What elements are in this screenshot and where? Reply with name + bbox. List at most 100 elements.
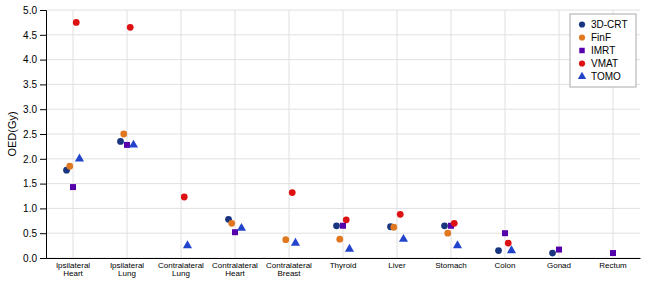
x-tick: ContralateralLung — [158, 258, 204, 278]
y-tick: 0.5 — [23, 228, 46, 239]
x-tick-label-line: Thyroid — [330, 261, 357, 270]
x-tick-label-line: Heart — [63, 269, 83, 278]
series — [70, 142, 616, 256]
y-tick-mark — [40, 35, 46, 36]
series — [73, 19, 512, 246]
x-grid-line — [397, 10, 398, 258]
x-tick-label: Stomach — [435, 261, 467, 270]
y-tick: 5.0 — [23, 5, 46, 16]
x-tick-label-line: Ipsilateral — [56, 261, 90, 270]
point — [390, 224, 397, 231]
legend-symbol — [579, 48, 584, 53]
x-tick: Gonad — [547, 258, 571, 270]
point — [451, 220, 458, 227]
y-axis-title: OED(Gy) — [6, 111, 18, 156]
legend-label: VMAT — [591, 58, 618, 69]
y-tick-label: 2.0 — [23, 154, 37, 165]
legend-item: 3D-CRT — [579, 19, 628, 30]
point — [66, 163, 73, 170]
grid — [46, 10, 640, 258]
y-tick: 1.5 — [23, 178, 46, 189]
x-tick-label: Rectum — [599, 261, 627, 270]
y-tick-mark — [40, 60, 46, 61]
x-tick-label-line: Contralateral — [158, 261, 204, 270]
y-axis: 0.00.51.01.52.02.53.03.54.04.55.0 — [23, 5, 46, 264]
y-tick-mark — [40, 258, 46, 259]
legend-label: FinF — [591, 32, 611, 43]
point — [397, 211, 404, 218]
x-grid-line — [289, 10, 290, 258]
legend-item: FinF — [579, 32, 611, 43]
x-tick-label-line: Gonad — [547, 261, 571, 270]
y-tick-mark — [40, 84, 46, 85]
points — [63, 19, 616, 256]
y-tick-label: 4.0 — [23, 54, 37, 65]
x-tick-label: IpsilateralHeart — [56, 261, 90, 279]
point — [124, 142, 130, 148]
y-tick: 3.0 — [23, 104, 46, 115]
x-tick-label-line: Contralateral — [266, 261, 312, 270]
point — [291, 238, 300, 246]
point — [336, 236, 343, 243]
x-tick-label-line: Lung — [118, 269, 136, 278]
point — [610, 250, 616, 256]
legend-symbol — [579, 34, 585, 40]
point — [502, 230, 508, 236]
point — [556, 247, 562, 253]
x-grid-line — [235, 10, 236, 258]
point — [181, 194, 188, 201]
y-tick-mark — [40, 208, 46, 209]
y-tick: 1.0 — [23, 203, 46, 214]
point — [399, 234, 408, 242]
y-axis-line — [40, 11, 47, 259]
legend-symbol — [579, 21, 585, 27]
y-tick-label: 2.5 — [23, 129, 37, 140]
point — [340, 223, 346, 229]
x-grid-line — [181, 10, 182, 258]
y-tick: 2.5 — [23, 129, 46, 140]
point — [73, 19, 80, 26]
point — [70, 184, 76, 190]
y-tick-mark — [40, 10, 46, 11]
x-tick-label: Thyroid — [330, 261, 357, 270]
x-tick: ContralateralHeart — [212, 258, 258, 278]
point — [289, 189, 296, 196]
point — [343, 216, 350, 223]
x-tick-label-line: Rectum — [599, 261, 627, 270]
y-tick-mark — [40, 184, 46, 185]
x-axis: IpsilateralHeartIpsilateralLungContralat… — [47, 258, 641, 278]
series — [75, 140, 516, 254]
y-tick-label: 0.5 — [23, 228, 37, 239]
legend-label: IMRT — [591, 45, 615, 56]
x-tick-label-line: Breast — [277, 269, 301, 278]
x-tick: IpsilateralHeart — [56, 258, 90, 278]
x-tick: Thyroid — [330, 258, 357, 270]
x-tick-label-line: Stomach — [435, 261, 467, 270]
x-axis-line — [47, 258, 641, 259]
point — [345, 244, 354, 252]
legend-item: VMAT — [579, 58, 618, 69]
x-tick-label: ContralateralHeart — [212, 261, 258, 279]
point — [237, 223, 246, 231]
point — [453, 240, 462, 248]
point — [441, 222, 448, 229]
x-tick-label: ContralateralLung — [158, 261, 204, 279]
series — [66, 131, 451, 243]
y-tick: 4.5 — [23, 30, 46, 41]
point — [282, 236, 289, 243]
x-tick: Liver — [388, 258, 406, 270]
x-tick: Rectum — [599, 258, 627, 270]
x-tick-label: IpsilateralLung — [110, 261, 144, 279]
x-tick: ContralateralBreast — [266, 258, 312, 278]
x-tick-label: ContralateralBreast — [266, 261, 312, 279]
y-tick-label: 5.0 — [23, 5, 37, 16]
plot-area: 0.00.51.01.52.02.53.03.54.04.55.0Ipsilat… — [23, 5, 640, 279]
x-tick-label-line: Liver — [388, 261, 406, 270]
chart: 0.00.51.01.52.02.53.03.54.04.55.0Ipsilat… — [0, 0, 650, 292]
y-tick-mark — [40, 109, 46, 110]
series — [63, 138, 556, 256]
y-tick-label: 1.5 — [23, 178, 37, 189]
point — [129, 140, 138, 148]
legend-label: 3D-CRT — [591, 19, 627, 30]
y-tick-label: 4.5 — [23, 30, 37, 41]
